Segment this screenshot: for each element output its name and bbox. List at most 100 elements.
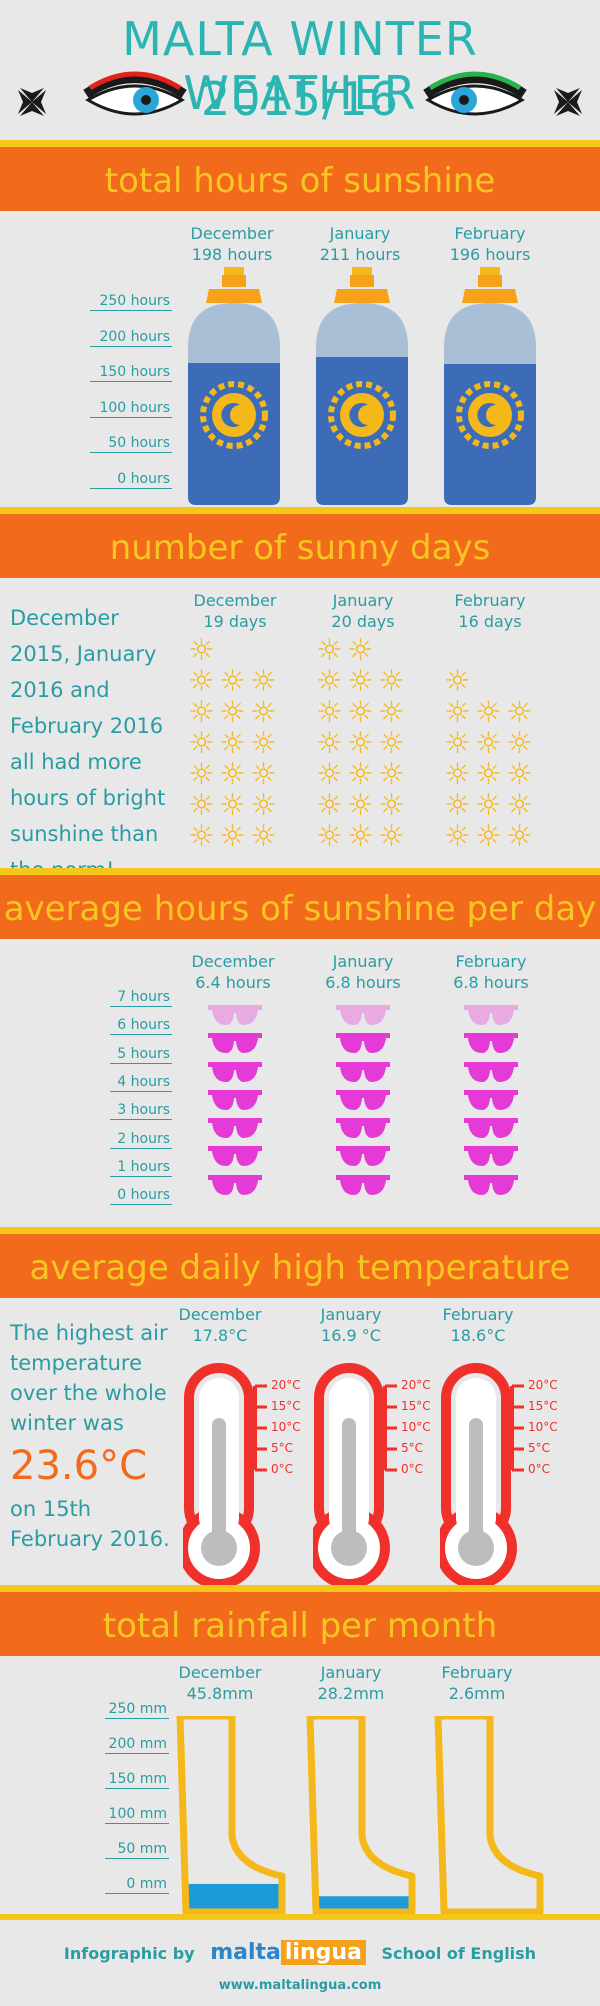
temperature-month-feb: February 18.6°C xyxy=(442,1305,514,1345)
footer-url[interactable]: www.maltalingua.com xyxy=(218,1978,382,1993)
sun-icon: ☼ xyxy=(316,633,343,668)
maltese-cross-icon xyxy=(554,88,582,116)
sunny-days-month-jan: January 20 days xyxy=(331,591,395,631)
daily-tick-line xyxy=(110,1147,172,1149)
sun-icon: ☼ xyxy=(188,819,215,854)
daily-tick-label: 2 hours xyxy=(117,1130,170,1147)
sunny-days-title: number of sunny days xyxy=(109,528,491,568)
page-subtitle: 2015/16 xyxy=(200,72,400,126)
sunshine-month-feb: February 196 hours xyxy=(449,224,531,264)
sun-icon: ☼ xyxy=(378,819,405,854)
brand-logo: malta lingua xyxy=(210,1940,366,1965)
sunshine-month-jan: January 211 hours xyxy=(319,224,401,264)
sun-icon: ☼ xyxy=(188,633,215,668)
sun-icon: ☼ xyxy=(506,757,533,792)
temperature-tick-label: 10°C xyxy=(271,1420,301,1434)
sun-icon: ☼ xyxy=(188,695,215,730)
temperature-tick-label: 10°C xyxy=(401,1420,431,1434)
rain-tick-line xyxy=(105,1823,169,1824)
rain-section: December 45.8mm January 28.2mm February 2.6… xyxy=(0,1656,600,1919)
sunshine-tick-label: 50 hours xyxy=(108,435,170,451)
sunglasses-icon xyxy=(334,1058,392,1088)
daily-month-dec: December 6.4 hours xyxy=(191,952,275,992)
daily-month-feb: February 6.8 hours xyxy=(453,952,529,992)
sun-icon: ☼ xyxy=(250,819,277,854)
footer: Infographic by malta lingua School of Eng… xyxy=(0,1914,600,2006)
sunny-days-note: December 2015, January 2016 and February… xyxy=(10,606,166,882)
temperature-note: The highest air temperature over the who… xyxy=(10,1321,170,1551)
sunglasses-icon xyxy=(462,1142,520,1172)
sunscreen-bottle-jan xyxy=(316,267,408,505)
daily-tick-label: 7 hours xyxy=(117,989,170,1005)
sun-icon: ☼ xyxy=(188,788,215,823)
temperature-tick-label: 20°C xyxy=(401,1378,431,1392)
rain-boot-icon xyxy=(302,1712,422,1925)
temperature-tick-label: 0°C xyxy=(271,1462,294,1476)
sun-icon: ☼ xyxy=(347,695,374,730)
sunglasses-icon xyxy=(334,1142,392,1172)
daily-month-jan: January 6.8 hours xyxy=(325,952,401,992)
sunshine-section: December 198 hours January 211 hours Febru… xyxy=(0,211,600,507)
sun-icon: ☼ xyxy=(347,788,374,823)
sun-icon: ☼ xyxy=(475,819,502,854)
sun-icon: ☼ xyxy=(475,726,502,761)
sun-icon: ☼ xyxy=(219,819,246,854)
sun-icon: ☼ xyxy=(316,757,343,792)
sun-icon: ☼ xyxy=(506,788,533,823)
sun-icon: ☼ xyxy=(475,695,502,730)
sun-icon: ☼ xyxy=(378,726,405,761)
sun-icon: ☼ xyxy=(316,788,343,823)
temperature-tick-label: 15°C xyxy=(271,1399,301,1413)
temperature-section: The highest air temperature over the who… xyxy=(0,1298,600,1589)
sunglasses-icon xyxy=(206,1142,264,1172)
sun-icon: ☼ xyxy=(219,757,246,792)
sunglasses-icon xyxy=(462,1029,520,1059)
daily-tick-line xyxy=(110,1062,172,1064)
eye-icon-green xyxy=(423,71,527,116)
daily-tick-line xyxy=(110,1204,172,1206)
temperature-tick-label: 0°C xyxy=(528,1462,551,1476)
sun-icon: ☼ xyxy=(444,726,471,761)
sunshine-tick-line xyxy=(90,416,172,418)
sun-icon: ☼ xyxy=(444,695,471,730)
sun-icon: ☼ xyxy=(250,788,277,823)
daily-tick-line xyxy=(110,1006,172,1007)
sunshine-tick-label: 200 hours xyxy=(99,328,170,345)
sun-icon: ☼ xyxy=(506,726,533,761)
sunshine-tick-label: 100 hours xyxy=(99,399,170,416)
footer-credit: Infographic by malta lingua School of Eng… xyxy=(63,1940,537,1965)
sun-icon: ☼ xyxy=(347,726,374,761)
rain-tick-label: 200 mm xyxy=(108,1736,167,1752)
rain-month-feb: February 2.6mm xyxy=(441,1663,513,1703)
sunglasses-icon xyxy=(334,1114,392,1144)
sunglasses-icon xyxy=(206,1029,264,1059)
sunglasses-icon xyxy=(462,1114,520,1144)
sun-icon: ☼ xyxy=(188,664,215,699)
sunny-days-band: number of sunny days xyxy=(0,507,600,578)
temperature-tick-label: 5°C xyxy=(401,1441,424,1455)
temperature-month-jan: January 16.9 °C xyxy=(320,1305,382,1345)
sunshine-title: total hours of sunshine xyxy=(104,161,496,201)
sun-icon: ☼ xyxy=(444,819,471,854)
sun-icon: ☼ xyxy=(444,788,471,823)
sunglasses-icon xyxy=(206,1171,264,1201)
rain-tick-label: 100 mm xyxy=(108,1806,167,1822)
rain-tick-label: 50 mm xyxy=(117,1841,167,1857)
temperature-month-dec: December 17.8°C xyxy=(178,1305,262,1345)
daily-title: average hours of sunshine per day xyxy=(3,889,597,929)
daily-tick-line xyxy=(110,1175,172,1177)
rain-tick-line xyxy=(105,1753,169,1754)
rain-tick-label: 250 mm xyxy=(108,1701,167,1717)
sun-icon: ☼ xyxy=(444,664,471,699)
sunglasses-icon xyxy=(334,1029,392,1059)
sun-icon: ☼ xyxy=(250,695,277,730)
sunglasses-icon xyxy=(334,1086,392,1116)
sun-icon: ☼ xyxy=(378,757,405,792)
rain-month-jan: January 28.2mm xyxy=(317,1663,385,1703)
sun-icon: ☼ xyxy=(219,695,246,730)
daily-tick-label: 5 hours xyxy=(117,1045,170,1062)
sunglasses-icon xyxy=(462,1171,520,1201)
sun-icon: ☼ xyxy=(250,664,277,699)
daily-tick-label: 0 hours xyxy=(117,1187,170,1204)
rain-tick-line xyxy=(105,1858,169,1859)
